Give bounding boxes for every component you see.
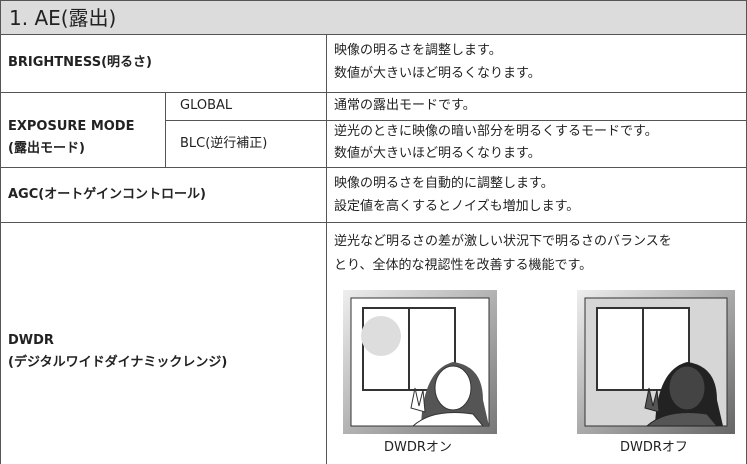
label: BRIGHTNESS(明るさ)	[8, 55, 152, 70]
border	[0, 222, 747, 223]
label: DWDR	[8, 333, 54, 348]
illustration-off	[577, 290, 735, 434]
option: BLC(逆行補正)	[180, 136, 268, 151]
description: 逆光など明るさの差が激しい状況下で明るさのバランスを	[334, 234, 672, 249]
border	[165, 92, 166, 167]
title: 1. AE(露出)	[9, 6, 117, 30]
description: 映像の明るさを調整します。	[334, 43, 502, 58]
description: 数値が大きいほど明るくなります。	[334, 66, 541, 81]
label: (露出モード)	[8, 141, 85, 156]
illustration-on	[343, 290, 497, 434]
label: AGC(オートゲインコントロール)	[8, 187, 206, 202]
label: (デジタルワイドダイナミックレンジ)	[8, 355, 228, 370]
description: 映像の明るさを自動的に調整します。	[334, 176, 554, 191]
caption: DWDRオフ	[620, 440, 688, 455]
description: 数値が大きいほど明るくなります。	[334, 146, 541, 161]
label: EXPOSURE MODE	[8, 119, 135, 134]
border	[0, 34, 1, 464]
border	[0, 34, 747, 35]
border	[165, 120, 747, 121]
description: 設定値を高くするとノイズも増加します。	[334, 199, 580, 214]
description: 逆光のときに映像の暗い部分を明るくするモードです。	[334, 124, 658, 139]
option: GLOBAL	[180, 98, 233, 113]
description: 通常の露出モードです。	[334, 98, 476, 113]
caption: DWDRオン	[384, 440, 452, 455]
description: とり、全体的な視認性を改善する機能です。	[334, 258, 593, 273]
header: 1. AE(露出)	[0, 0, 747, 34]
border	[0, 167, 747, 168]
border	[326, 34, 327, 464]
border	[0, 92, 747, 93]
